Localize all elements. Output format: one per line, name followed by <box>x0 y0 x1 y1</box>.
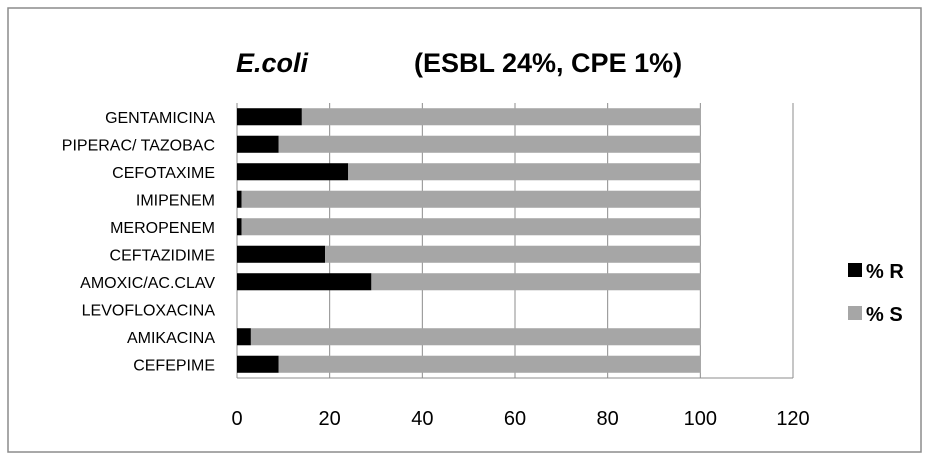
x-tick-label: 0 <box>231 408 242 430</box>
bar-resistant <box>237 355 279 373</box>
category-label: PIPERAC/ TAZOBAC <box>62 137 215 154</box>
bar-susceptible <box>278 135 701 153</box>
bar-susceptible <box>278 355 701 373</box>
category-label: MEROPENEM <box>110 220 215 237</box>
x-tick-label: 20 <box>319 408 341 430</box>
chart-title-organism: E.coli <box>236 48 309 78</box>
x-tick-label: 80 <box>597 408 619 430</box>
category-label: AMOXIC/AC.CLAV <box>80 275 215 292</box>
legend-swatch <box>848 263 862 277</box>
bar-resistant <box>237 245 326 263</box>
x-tick-label: 100 <box>684 408 717 430</box>
category-labels: GENTAMICINA PIPERAC/ TAZOBAC CEFOTAXIME IMI… <box>62 110 216 375</box>
bar-resistant <box>237 190 242 208</box>
bar-resistant <box>237 273 372 291</box>
bar-susceptible <box>301 108 701 126</box>
category-label: CEFOTAXIME <box>112 165 215 182</box>
bar-susceptible <box>241 190 701 208</box>
bar-susceptible <box>241 218 701 236</box>
bar-susceptible <box>348 163 701 181</box>
bar-resistant <box>237 328 251 346</box>
x-tick-label: 40 <box>411 408 433 430</box>
category-label: CEFEPIME <box>133 357 215 374</box>
chart-title: (ESBL 24%, CPE 1%) <box>414 48 682 78</box>
x-tick-label: 120 <box>776 408 809 430</box>
legend: % R % S <box>848 261 904 326</box>
legend-swatch <box>848 306 862 320</box>
bar-susceptible <box>371 273 701 291</box>
bar-resistant <box>237 135 279 153</box>
category-label: AMIKACINA <box>127 330 215 347</box>
legend-label: % S <box>866 304 903 326</box>
category-label: LEVOFLOXACINA <box>82 302 216 319</box>
bars <box>237 108 701 373</box>
bar-susceptible <box>250 328 701 346</box>
x-tick-label: 60 <box>504 408 526 430</box>
bar-resistant <box>237 218 242 236</box>
bar-susceptible <box>325 245 701 263</box>
x-tick-labels: 0 20 40 60 80 100 120 <box>231 408 809 430</box>
category-label: IMIPENEM <box>136 192 215 209</box>
category-label: GENTAMICINA <box>105 110 215 127</box>
legend-label: % R <box>866 261 904 283</box>
bar-resistant <box>237 163 349 181</box>
category-label: CEFTAZIDIME <box>110 247 215 264</box>
bar-resistant <box>237 108 302 126</box>
